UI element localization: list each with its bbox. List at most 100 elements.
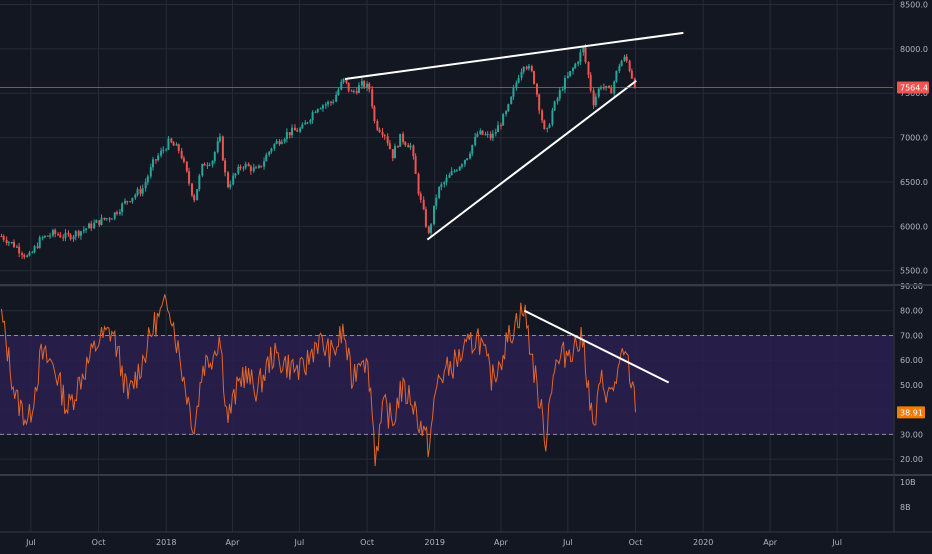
candle-body — [432, 205, 435, 225]
candle-body — [589, 74, 592, 91]
candle-body — [327, 101, 330, 105]
candle-body — [257, 165, 260, 168]
rsi-series — [1, 294, 636, 467]
candle-body — [363, 81, 366, 88]
candle-body — [512, 88, 515, 97]
candle-body — [360, 81, 363, 86]
trendline-upper[interactable] — [344, 31, 684, 80]
candle-body — [239, 166, 242, 169]
candle-body — [121, 203, 124, 212]
candle-body — [407, 145, 410, 148]
candle-body — [479, 130, 482, 134]
candle-body — [72, 236, 75, 240]
candle-body — [280, 141, 283, 145]
candle-body — [2, 236, 5, 240]
candle-body — [304, 122, 307, 125]
price-candles — [0, 44, 636, 260]
candle-body — [291, 127, 294, 136]
candle-body — [594, 96, 597, 106]
candle-body — [525, 66, 528, 69]
time-tick-label: Apr — [226, 538, 241, 547]
last-rsi-badge — [897, 406, 925, 419]
price-tick-label: 7500.0 — [900, 89, 928, 98]
panel-separators[interactable] — [0, 0, 932, 533]
candle-body — [309, 120, 312, 123]
candle-body — [244, 163, 247, 168]
candle-body — [167, 138, 170, 150]
candle-body — [484, 134, 487, 136]
time-tick-label: Jul — [831, 538, 842, 547]
time-tick-label: 2020 — [693, 538, 713, 547]
candle-body — [273, 143, 276, 149]
time-axis[interactable]: Jul Oct 2018 Apr Jul Oct 2019 Apr Jul Oct 2020 Apr J… — [25, 538, 842, 547]
candle-body — [36, 246, 39, 248]
candle-body — [141, 188, 144, 194]
candle-body — [314, 111, 317, 113]
price-tick-label: 7000.0 — [900, 134, 928, 143]
candle-body — [556, 98, 559, 102]
candle-body — [23, 255, 26, 257]
candle-body — [12, 242, 15, 248]
candle-body — [10, 242, 13, 244]
candle-body — [296, 130, 299, 132]
candle-body — [409, 145, 412, 148]
candle-body — [357, 85, 360, 93]
rsi-tick-label: 80.00 — [900, 307, 923, 316]
candle-body — [154, 159, 157, 161]
trendline-lower[interactable] — [426, 79, 637, 241]
candle-body — [198, 175, 201, 190]
candle-body — [404, 142, 407, 146]
candle-body — [491, 133, 494, 139]
candle-body — [185, 161, 188, 172]
rsi-tick-label: 90.00 — [900, 282, 923, 291]
candle-body — [188, 171, 191, 184]
candle-body — [324, 104, 327, 106]
candle-body — [57, 233, 60, 235]
candle-body — [386, 136, 389, 144]
candle-body — [224, 160, 227, 173]
candle-body — [316, 109, 319, 112]
candle-body — [566, 75, 569, 78]
candle-body — [548, 124, 551, 128]
candle-body — [265, 154, 268, 162]
time-tick-label: Jul — [294, 538, 305, 547]
candle-body — [538, 94, 541, 111]
candle-body — [574, 63, 577, 69]
candle-body — [160, 150, 163, 156]
candle-body — [31, 252, 34, 254]
candle-body — [448, 175, 451, 178]
candle-body — [208, 164, 211, 166]
candle-body — [460, 164, 463, 167]
candle-body — [587, 62, 590, 75]
candle-body — [229, 184, 232, 188]
candle-body — [572, 68, 575, 72]
volume-tick-label: 10B — [900, 478, 916, 487]
candle-body — [579, 52, 582, 63]
candle-body — [90, 223, 93, 229]
trendline-rsi-divergence[interactable] — [524, 309, 670, 384]
candle-body — [505, 111, 508, 115]
candle-body — [419, 193, 422, 200]
candle-body — [453, 170, 456, 172]
candle-body — [77, 231, 80, 236]
rsi-tick-label: 50.00 — [900, 381, 923, 390]
candle-body — [162, 149, 165, 151]
candle-body — [88, 223, 91, 229]
candle-body — [131, 197, 134, 202]
candle-body — [337, 89, 340, 95]
candle-body — [427, 226, 430, 233]
candle-body — [496, 125, 499, 133]
candle-body — [366, 83, 369, 88]
price-tick-label: 8000.0 — [900, 45, 928, 54]
candle-body — [100, 217, 103, 225]
candle-body — [440, 184, 443, 187]
candle-body — [474, 136, 477, 145]
candle-body — [597, 88, 600, 97]
candle-body — [391, 149, 394, 159]
candle-body — [293, 127, 296, 131]
candle-body — [0, 236, 3, 238]
candle-body — [340, 82, 343, 90]
candle-body — [41, 237, 44, 239]
candle-body — [43, 235, 46, 238]
